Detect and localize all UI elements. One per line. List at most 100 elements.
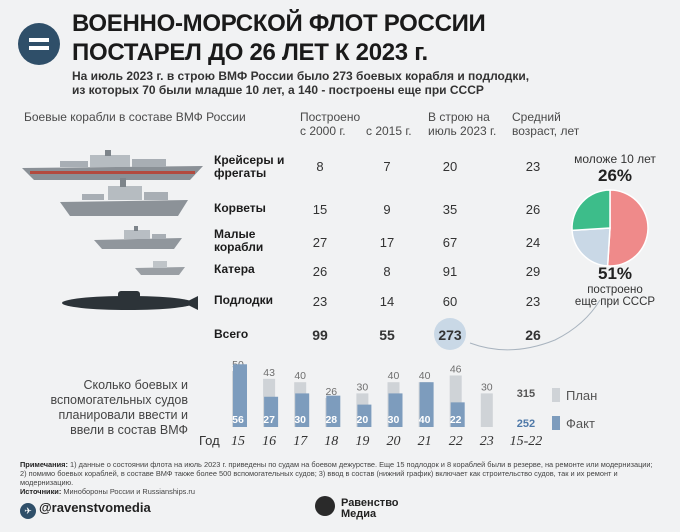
header-in-service: В строю на июль 2023 г. bbox=[428, 110, 497, 138]
plan-value-label: 43 bbox=[263, 367, 275, 379]
chart-title: Сколько боевых и вспомогательных судов п… bbox=[50, 378, 189, 437]
submarine-icon bbox=[62, 291, 198, 310]
page-title: ВОЕННО-МОРСКОЙ ФЛОТ РОССИИ ПОСТАРЕЛ ДО 2… bbox=[72, 9, 486, 67]
row-label-boats: Катера bbox=[214, 262, 255, 276]
table-cell: 24 bbox=[525, 235, 541, 250]
pie-label-young: моложе 10 лет 26% bbox=[560, 152, 670, 186]
plan-value-label: 40 bbox=[294, 370, 306, 382]
sources: Источники: Минобороны России и Russiansh… bbox=[20, 487, 196, 496]
telegram-link[interactable]: ✈ @ravenstvomedia bbox=[20, 500, 151, 519]
notes: Примечания: 1) данные о состоянии флота … bbox=[20, 460, 653, 487]
brand-icon bbox=[315, 496, 335, 516]
row-label-corvettes: Корветы bbox=[214, 201, 266, 215]
fact-value-label: 20 bbox=[357, 414, 369, 426]
legend-plan-swatch bbox=[552, 388, 560, 402]
pie-slice-other bbox=[571, 227, 611, 267]
legend-fact-label: Факт bbox=[566, 416, 595, 431]
table-cell: 23 bbox=[312, 294, 328, 309]
header-ships: Боевые корабли в составе ВМФ России bbox=[24, 110, 246, 124]
table-cell: 29 bbox=[525, 264, 541, 279]
subtitle-line-2: из которых 70 были младше 10 лет, а 140 … bbox=[72, 83, 484, 97]
fact-bar bbox=[295, 393, 310, 427]
x-tick-label-period: 15-22 bbox=[510, 434, 543, 449]
pie-label-soviet: 51% построено еще при СССР bbox=[560, 264, 670, 308]
table-cell: 8 bbox=[316, 159, 324, 174]
table-cell: 7 bbox=[383, 159, 391, 174]
fact-bar bbox=[357, 404, 372, 427]
row-label-submarines: Подлодки bbox=[214, 293, 274, 307]
plan-value-label: 40 bbox=[419, 370, 431, 382]
fact-value-label: 27 bbox=[263, 414, 275, 426]
fact-bar bbox=[264, 396, 279, 427]
header-avg-age: Средний возраст, лет bbox=[512, 110, 580, 138]
table-cell-total: 99 bbox=[312, 327, 328, 343]
telegram-icon: ✈ bbox=[20, 503, 36, 519]
fact-value-label: 30 bbox=[388, 414, 400, 426]
legend-plan-label: План bbox=[566, 388, 597, 403]
table-cell-total: 55 bbox=[379, 327, 395, 343]
title-line-2: ПОСТАРЕЛ ДО 26 ЛЕТ К 2023 г. bbox=[72, 39, 428, 66]
table-cell: 35 bbox=[442, 202, 458, 217]
subtitle: На июль 2023 г. в строю ВМФ России было … bbox=[72, 69, 672, 97]
table-cell-total: 26 bbox=[525, 327, 541, 343]
plan-value-label: 30 bbox=[481, 381, 493, 393]
fact-bar bbox=[419, 382, 434, 427]
table-cell-total: 273 bbox=[438, 327, 462, 343]
fact-bar bbox=[233, 364, 247, 427]
plan-value-label: 26 bbox=[325, 386, 337, 398]
table-cell: 67 bbox=[442, 235, 458, 250]
table-cell: 8 bbox=[383, 264, 391, 279]
row-label-cruisers: Крейсеры и фрегаты bbox=[214, 153, 285, 180]
table-cell: 26 bbox=[525, 202, 541, 217]
x-tick-label: 21 bbox=[418, 434, 432, 449]
table-cell: 14 bbox=[379, 294, 395, 309]
fact-value-label: 30 bbox=[294, 414, 306, 426]
table-cell: 23 bbox=[525, 294, 541, 309]
x-tick-label: 19 bbox=[355, 434, 369, 449]
header-built-2000: Построено с 2000 г. bbox=[300, 110, 361, 138]
x-axis-label: Год bbox=[199, 433, 220, 448]
fact-value-label: 28 bbox=[325, 414, 337, 426]
corvette-icon bbox=[60, 178, 188, 216]
fact-bar bbox=[326, 395, 341, 427]
frigate-icon bbox=[22, 150, 203, 180]
fact-value-label: 22 bbox=[450, 414, 462, 426]
table-cell: 26 bbox=[312, 264, 328, 279]
x-tick-label: 20 bbox=[387, 434, 401, 449]
fact-value-label: 40 bbox=[419, 414, 431, 426]
period-fact-total: 252 bbox=[517, 418, 535, 430]
table-cell: 27 bbox=[312, 235, 328, 250]
x-tick-label: 16 bbox=[262, 434, 276, 449]
fact-bar bbox=[450, 402, 465, 427]
header-since-2015: с 2015 г. bbox=[366, 124, 412, 138]
fact-value-label: 56 bbox=[232, 414, 244, 426]
table-cell: 23 bbox=[525, 159, 541, 174]
x-tick-label: 18 bbox=[324, 434, 338, 449]
table-cell: 17 bbox=[379, 235, 395, 250]
table-cell: 60 bbox=[442, 294, 458, 309]
x-tick-label: 15 bbox=[231, 434, 245, 449]
equality-logo-icon bbox=[18, 23, 60, 65]
connector-line bbox=[469, 299, 601, 351]
x-tick-label: 17 bbox=[293, 434, 308, 449]
boat-icon bbox=[135, 261, 185, 275]
plan-value-label: 46 bbox=[450, 363, 462, 375]
period-plan-total: 315 bbox=[517, 388, 535, 400]
table-cell: 20 bbox=[442, 159, 458, 174]
plan-value-label: 40 bbox=[388, 370, 400, 382]
pie-slice-young bbox=[571, 189, 611, 232]
row-label-small-ships: Малые корабли bbox=[214, 227, 264, 254]
pie-slice-soviet bbox=[606, 189, 649, 267]
small-ship-icon bbox=[94, 226, 182, 249]
total-highlight-circle bbox=[434, 318, 466, 350]
x-tick-label: 23 bbox=[480, 434, 494, 449]
table-cell: 9 bbox=[383, 202, 391, 217]
plan-fact-chart: Год5056154327164030172628183020194030204… bbox=[199, 359, 597, 449]
legend-fact-swatch bbox=[552, 416, 560, 430]
pie-value-young: 26% bbox=[597, 166, 633, 185]
plan-bar bbox=[480, 393, 493, 427]
title-line-1: ВОЕННО-МОРСКОЙ ФЛОТ РОССИИ bbox=[72, 10, 486, 37]
fact-bar bbox=[388, 393, 403, 427]
x-tick-label: 22 bbox=[449, 434, 463, 449]
